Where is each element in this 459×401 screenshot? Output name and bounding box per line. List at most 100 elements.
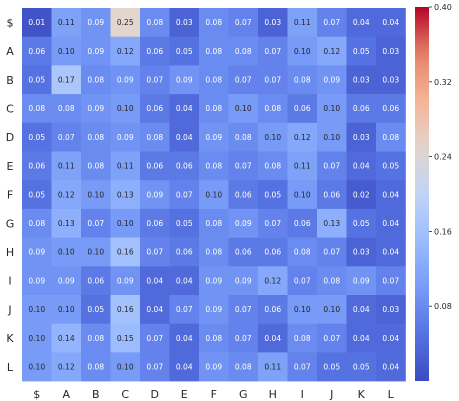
x-tick-label: E (181, 388, 188, 401)
heatmap-cell (81, 323, 111, 353)
cell-value-label: 0.03 (176, 18, 193, 27)
heatmap-cell (258, 295, 288, 324)
cell-value-label: 0.11 (294, 18, 311, 27)
cell-value-label: 0.25 (117, 18, 134, 27)
heatmap-cell (287, 122, 318, 152)
heatmap-cell (169, 8, 200, 37)
heatmap-cell (228, 65, 259, 95)
x-tick-label: F (211, 388, 217, 401)
cell-value-label: 0.07 (235, 18, 252, 27)
heatmap-cell (22, 8, 52, 37)
cell-value-label: 0.05 (323, 362, 340, 371)
cell-value-label: 0.10 (117, 219, 134, 228)
heatmap-cell (169, 151, 200, 181)
y-axis-tick-labels: $ A B C D E F G H I J K L (6, 16, 15, 373)
heatmap-cell (287, 266, 318, 296)
y-tick-label: F (7, 189, 13, 202)
cell-value-label: 0.07 (176, 305, 193, 314)
cell-value-label: 0.11 (264, 362, 281, 371)
heatmap-cell (51, 180, 82, 210)
x-tick-label: H (269, 388, 277, 401)
heatmap-cell (287, 65, 318, 95)
cell-value-label: 0.08 (87, 133, 104, 142)
cell-value-label: 0.08 (205, 47, 222, 56)
heatmap-cell (169, 266, 200, 296)
cell-value-label: 0.05 (176, 47, 193, 56)
heatmap-cell (287, 151, 318, 181)
cell-value-label: 0.10 (235, 104, 252, 113)
heatmap-cell (376, 208, 406, 238)
cell-value-label: 0.09 (28, 276, 45, 285)
cell-value-label: 0.07 (87, 219, 104, 228)
cell-value-label: 0.10 (28, 334, 45, 343)
heatmap-cell (376, 36, 406, 66)
cell-value-label: 0.08 (235, 47, 252, 56)
heatmap-cell (110, 352, 141, 382)
heatmap-cell (140, 352, 170, 382)
cell-value-label: 0.07 (146, 362, 163, 371)
heatmap-cell (110, 323, 141, 353)
cell-value-label: 0.07 (294, 362, 311, 371)
cell-value-label: 0.06 (382, 104, 399, 113)
cell-value-label: 0.08 (264, 104, 281, 113)
x-tick-label: I (301, 388, 304, 401)
cell-value-label: 0.04 (353, 334, 370, 343)
cell-value-label: 0.05 (264, 190, 281, 199)
heatmap-cell (110, 122, 141, 152)
heatmap-cell (51, 266, 82, 296)
heatmap-cell (169, 180, 200, 210)
cell-value-label: 0.09 (117, 276, 134, 285)
heatmap-cell (346, 237, 377, 267)
cell-value-label: 0.04 (264, 334, 281, 343)
cell-value-label: 0.05 (28, 75, 45, 84)
cell-value-label: 0.06 (28, 47, 45, 56)
cell-value-label: 0.10 (58, 47, 75, 56)
heatmap-cell (228, 180, 259, 210)
cell-value-label: 0.04 (146, 305, 163, 314)
heatmap-cell (110, 208, 141, 238)
heatmap-cell (376, 323, 406, 353)
y-tick-label: J (7, 303, 11, 316)
cell-value-label: 0.03 (264, 18, 281, 27)
heatmap-cell (228, 36, 259, 66)
cell-value-label: 0.05 (28, 133, 45, 142)
cell-value-label: 0.09 (87, 104, 104, 113)
colorbar-tick-label: 0.16 (434, 227, 452, 236)
heatmap-cell (317, 352, 347, 382)
cell-value-label: 0.03 (382, 47, 399, 56)
heatmap-cell (169, 352, 200, 382)
cell-value-label: 0.07 (323, 162, 340, 171)
y-tick-label: $ (7, 16, 14, 29)
cell-value-label: 0.10 (87, 190, 104, 199)
heatmap-cell (317, 8, 347, 37)
heatmap-cell (22, 352, 52, 382)
cell-value-label: 0.06 (235, 248, 252, 257)
cell-value-label: 0.06 (294, 219, 311, 228)
cell-value-label: 0.09 (235, 276, 252, 285)
cell-value-label: 0.07 (146, 248, 163, 257)
heatmap-cell (317, 295, 347, 324)
heatmap-cell (169, 94, 200, 124)
cell-value-label: 0.08 (264, 162, 281, 171)
heatmap-cell (22, 266, 52, 296)
cell-value-label: 0.08 (205, 75, 222, 84)
heatmap-cell (81, 36, 111, 66)
y-tick-label: K (6, 332, 14, 345)
cell-value-label: 0.04 (382, 362, 399, 371)
cell-value-label: 0.10 (28, 305, 45, 314)
cell-value-label: 0.07 (382, 276, 399, 285)
heatmap-cell (258, 8, 288, 37)
cell-value-label: 0.07 (235, 305, 252, 314)
cell-value-label: 0.09 (205, 133, 222, 142)
cell-value-label: 0.10 (323, 305, 340, 314)
cell-value-label: 0.09 (87, 47, 104, 56)
y-tick-label: H (6, 246, 14, 259)
cell-value-label: 0.08 (87, 362, 104, 371)
y-tick-label: A (6, 45, 14, 58)
heatmap-cell (287, 237, 318, 267)
cell-value-label: 0.10 (117, 104, 134, 113)
cell-value-label: 0.08 (294, 334, 311, 343)
cell-value-label: 0.08 (205, 219, 222, 228)
cell-value-label: 0.10 (323, 133, 340, 142)
cell-value-label: 0.13 (117, 190, 134, 199)
